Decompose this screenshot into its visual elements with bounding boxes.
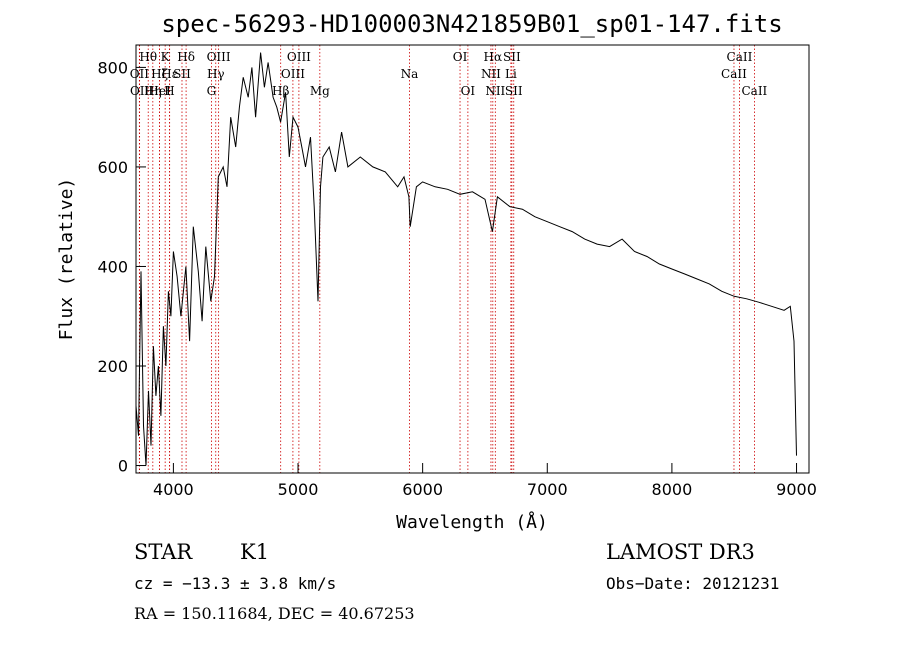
x-tick-label: 8000 bbox=[652, 480, 693, 499]
line-marker-label: Hθ bbox=[139, 50, 157, 64]
line-marker-label: OIII bbox=[281, 67, 305, 81]
line-marker-label: Hβ bbox=[272, 84, 289, 98]
line-marker-label: Hγ bbox=[207, 67, 225, 81]
line-marker-label: CaII bbox=[721, 67, 747, 81]
line-marker-label: NII bbox=[485, 84, 505, 98]
line-marker-label: OIII bbox=[207, 50, 231, 64]
object-subclass: K1 bbox=[240, 540, 269, 564]
spectrum-line bbox=[135, 52, 797, 466]
x-tick-label: 9000 bbox=[776, 480, 817, 499]
line-marker-label: OII bbox=[130, 67, 150, 81]
line-marker-label: OI bbox=[461, 84, 476, 98]
x-tick-label: 7000 bbox=[527, 480, 568, 499]
chart-title: spec-56293-HD100003N421859B01_sp01-147.f… bbox=[161, 10, 782, 38]
y-tick-label: 400 bbox=[97, 257, 128, 276]
line-marker-label: OI bbox=[453, 50, 468, 64]
y-tick-label: 600 bbox=[97, 158, 128, 177]
x-tick-label: 4000 bbox=[153, 480, 194, 499]
line-marker-label: Hα bbox=[484, 50, 503, 64]
x-axis-ticks: 4000 5000 6000 7000 8000 9000 bbox=[153, 463, 817, 499]
line-marker-label: SII bbox=[505, 84, 523, 98]
line-marker-label: CaII bbox=[741, 84, 767, 98]
line-marker-label: Li bbox=[505, 67, 517, 81]
line-marker-label: Hη bbox=[144, 84, 162, 98]
line-marker-label: Mg bbox=[310, 84, 330, 98]
line-marker-label: Hδ bbox=[177, 50, 195, 64]
line-marker-label: Hζ bbox=[151, 67, 168, 81]
y-axis-label: Flux (relative) bbox=[56, 178, 77, 341]
line-marker-label: G bbox=[207, 84, 217, 98]
line-marker-label: SII bbox=[173, 67, 191, 81]
y-tick-label: 200 bbox=[97, 357, 128, 376]
line-marker-label: OIII bbox=[287, 50, 311, 64]
x-tick-label: 6000 bbox=[402, 480, 443, 499]
coordinates: RA = 150.11684, DEC = 40.67253 bbox=[134, 604, 415, 623]
y-tick-label: 0 bbox=[118, 457, 128, 476]
line-marker-label: CaII bbox=[727, 50, 753, 64]
line-marker-label: H bbox=[164, 84, 174, 98]
x-tick-label: 5000 bbox=[278, 480, 319, 499]
line-marker-label: K bbox=[161, 50, 171, 64]
line-markers bbox=[138, 45, 755, 473]
line-marker-label: Na bbox=[401, 67, 419, 81]
observation-date: Obs−Date: 20121231 bbox=[606, 574, 779, 593]
y-tick-label: 800 bbox=[97, 58, 128, 77]
plot-frame bbox=[135, 44, 810, 474]
y-axis-ticks: 0 200 400 600 800 bbox=[97, 58, 146, 476]
line-marker-label: Hε bbox=[161, 67, 178, 81]
line-marker-label: SII bbox=[503, 50, 521, 64]
x-axis-label: Wavelength (Å) bbox=[396, 511, 548, 533]
line-marker-label: NII bbox=[481, 67, 501, 81]
line-marker-label: HeI bbox=[148, 84, 171, 98]
line-marker-label: OII bbox=[130, 84, 150, 98]
object-class: STAR bbox=[134, 540, 193, 564]
survey-name: LAMOST DR3 bbox=[606, 540, 755, 564]
redshift-cz: cz = −13.3 ± 3.8 km/s bbox=[134, 574, 336, 593]
